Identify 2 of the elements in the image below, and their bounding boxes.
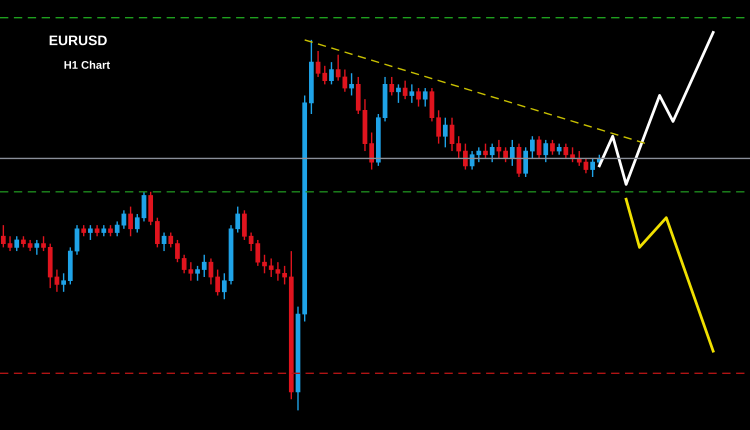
text: H1 Chart	[64, 60, 110, 69]
chart-title: EURUSD	[50, 35, 107, 46]
